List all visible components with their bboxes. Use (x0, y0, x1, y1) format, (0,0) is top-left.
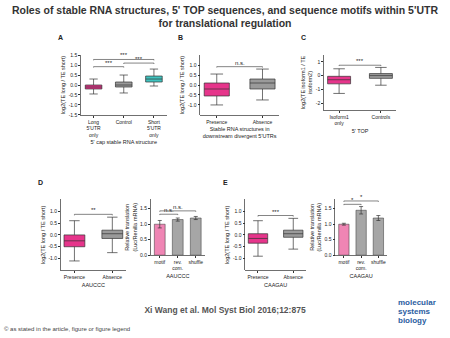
svg-text:CAAGAU: CAAGAU (350, 273, 373, 279)
svg-text:-1.5: -1.5 (69, 112, 78, 118)
svg-text:CAAGAU: CAAGAU (264, 282, 287, 288)
svg-text:-1.0: -1.0 (188, 102, 197, 108)
svg-text:AAUCCC: AAUCCC (82, 282, 105, 288)
svg-text:log2(TE long / TE short): log2(TE long / TE short) (40, 206, 46, 264)
svg-text:0.5: 0.5 (50, 220, 57, 226)
svg-text:-0.5: -0.5 (233, 243, 242, 249)
svg-text:Control: Control (116, 119, 132, 125)
html-text:molecular systems biology: molecular systems biology (398, 298, 436, 325)
svg-text:rev.com.: rev.com. (356, 259, 367, 272)
svg-text:***: *** (135, 56, 143, 62)
svg-text:0.5: 0.5 (190, 72, 197, 78)
svg-text:Stable RNA structures indownst: Stable RNA structures indownstream diver… (203, 126, 277, 139)
svg-text:shuffle: shuffle (371, 259, 386, 265)
svg-text:E: E (223, 179, 228, 186)
html-text:Roles of stable RNA structures: Roles of stable RNA structures, 5' TOP s… (12, 4, 438, 29)
html-text:Xi Wang et al. Mol Syst Biol 2: Xi Wang et al. Mol Syst Biol 2016;12:875 (144, 305, 306, 315)
svg-text:1.0: 1.0 (235, 208, 242, 214)
svg-text:1: 1 (318, 59, 321, 65)
svg-text:Absence: Absence (103, 274, 123, 280)
svg-text:**: ** (91, 207, 96, 213)
svg-text:0.0: 0.0 (190, 82, 197, 88)
svg-text:0.5: 0.5 (140, 236, 147, 242)
svg-text:1.0: 1.0 (190, 62, 197, 68)
svg-text:Relative translation(Luc/Renil: Relative translation(Luc/Renilla mRNA) (309, 203, 322, 252)
svg-text:0.0: 0.0 (140, 252, 147, 258)
svg-text:0.0: 0.0 (325, 252, 332, 258)
svg-text:1.0: 1.0 (325, 221, 332, 227)
svg-text:-0.5: -0.5 (69, 92, 78, 98)
svg-text:Absence: Absence (253, 119, 273, 125)
svg-text:n.s.: n.s. (173, 204, 183, 210)
svg-text:C: C (301, 34, 306, 41)
svg-text:***: *** (120, 52, 128, 58)
svg-text:-1.0: -1.0 (48, 255, 57, 261)
svg-text:shuffle: shuffle (188, 259, 203, 265)
svg-text:n.s.: n.s. (164, 207, 174, 213)
svg-text:A: A (58, 34, 63, 41)
svg-text:0.0: 0.0 (50, 232, 57, 238)
svg-text:5' cap stable RNA structure: 5' cap stable RNA structure (91, 139, 157, 145)
svg-text:n.s.: n.s. (235, 60, 245, 66)
svg-text:B: B (178, 34, 183, 41)
svg-text:Controls: Controls (372, 114, 391, 120)
svg-text:Relative translation(Luc/Renil: Relative translation(Luc/Renilla mRNA) (124, 203, 137, 252)
svg-text:-1: -1 (316, 86, 321, 92)
svg-text:Isoform1only: Isoform1only (329, 114, 349, 127)
svg-text:0.5: 0.5 (235, 220, 242, 226)
svg-text:***: *** (356, 58, 364, 64)
svg-text:*: * (360, 194, 363, 200)
svg-text:*: * (351, 197, 354, 203)
svg-text:1.5: 1.5 (70, 52, 77, 58)
svg-text:log2(TE isoform1 / TEisoform2): log2(TE isoform1 / TEisoform2) (300, 55, 313, 109)
svg-text:0.5: 0.5 (325, 236, 332, 242)
svg-text:***: *** (105, 60, 113, 66)
svg-text:1.5: 1.5 (140, 205, 147, 211)
svg-text:1.0: 1.0 (140, 221, 147, 227)
svg-text:0.5: 0.5 (70, 72, 77, 78)
svg-text:0.0: 0.0 (70, 82, 77, 88)
svg-text:Short5'UTRonly: Short5'UTRonly (147, 119, 161, 138)
svg-text:-1.0: -1.0 (69, 102, 78, 108)
svg-text:-1.0: -1.0 (233, 255, 242, 261)
svg-text:***: *** (272, 209, 280, 215)
svg-text:motif: motif (338, 259, 349, 265)
svg-text:1.0: 1.0 (50, 208, 57, 214)
svg-text:0.0: 0.0 (235, 232, 242, 238)
svg-text:5' TOP: 5' TOP (352, 128, 369, 134)
svg-text:-2: -2 (316, 100, 321, 106)
svg-text:Long5'UTRonly: Long5'UTRonly (87, 119, 101, 138)
svg-text:Presence: Presence (64, 274, 85, 280)
svg-text:rev.com.: rev.com. (172, 259, 183, 272)
svg-text:1.5: 1.5 (325, 205, 332, 211)
svg-text:Presence: Presence (247, 274, 268, 280)
svg-text:-0.5: -0.5 (188, 92, 197, 98)
html-text:© as stated in the article, fi: © as stated in the article, figure or fi… (4, 326, 131, 332)
svg-text:1.0: 1.0 (70, 62, 77, 68)
svg-text:D: D (38, 179, 43, 186)
svg-text:log2(TE long / TE short): log2(TE long / TE short) (60, 56, 66, 114)
svg-text:motif: motif (154, 259, 165, 265)
svg-text:Presence: Presence (206, 119, 227, 125)
svg-text:log2(TE long / TE short): log2(TE long / TE short) (224, 206, 230, 264)
svg-text:Absence: Absence (284, 274, 304, 280)
svg-text:0: 0 (318, 72, 321, 78)
svg-text:AAUCCC: AAUCCC (166, 273, 189, 279)
svg-text:-0.5: -0.5 (48, 243, 57, 249)
svg-text:log2(TE long / TE short): log2(TE long / TE short) (179, 56, 185, 114)
